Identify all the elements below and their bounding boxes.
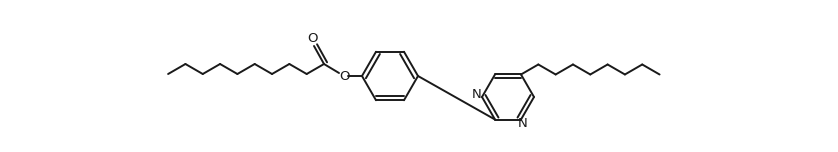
Text: N: N [518, 117, 528, 130]
Text: O: O [339, 69, 349, 83]
Text: O: O [307, 33, 318, 45]
Text: N: N [472, 88, 482, 102]
